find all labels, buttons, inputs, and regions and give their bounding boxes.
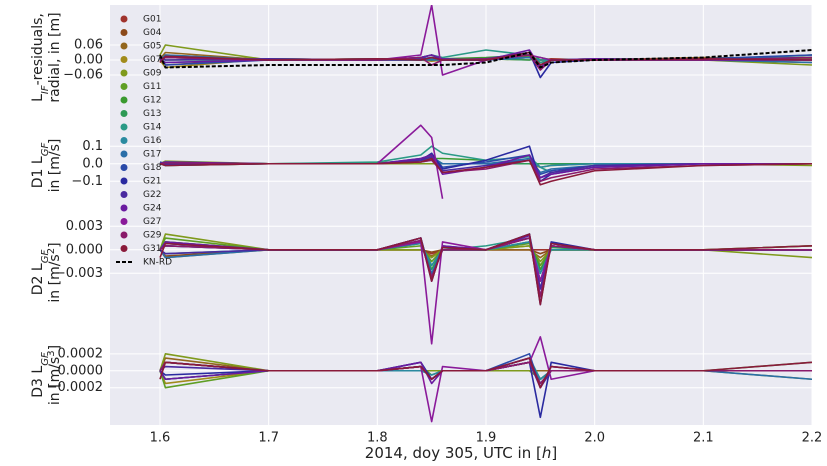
legend-marker xyxy=(120,150,128,158)
y-axis-label: D3 LGF xyxy=(30,352,51,398)
lines xyxy=(159,5,812,423)
labels: 1.6 1.7 1.8 1.9 2.0 2.1 2.2 2014, doy 305, UTC … xyxy=(30,12,822,462)
y-axis-label: LIF-residuals, xyxy=(30,13,51,102)
y-label-part: in [m/s xyxy=(47,254,63,302)
legend-marker xyxy=(120,218,128,225)
y-label-part: IF xyxy=(40,85,51,94)
legend-marker xyxy=(120,164,128,171)
y-tick-label: 0.0002 xyxy=(58,346,104,361)
y-label-part: GF xyxy=(40,352,51,366)
y-label-part: in [m/s xyxy=(47,357,63,405)
legend-label: G12 xyxy=(143,96,161,106)
legend-marker xyxy=(120,96,128,104)
y-label-part: in [m/s] xyxy=(47,139,63,193)
x-tick-label: 2.0 xyxy=(584,431,605,446)
y-axis-label: radial, in [m] xyxy=(47,12,63,102)
y-label-part: 2 xyxy=(46,248,57,254)
x-tick-label: 1.9 xyxy=(476,431,497,446)
legend-label: G21 xyxy=(143,177,161,187)
y-label-part: D3 L xyxy=(30,366,46,398)
y-label-part: L xyxy=(30,94,46,102)
legend-marker xyxy=(120,83,128,90)
y-tick-label: −0.003 xyxy=(55,266,103,281)
legend-marker xyxy=(120,110,128,117)
legend-label: G16 xyxy=(143,136,162,146)
legend-label: G22 xyxy=(143,190,161,200)
legend-label: G04 xyxy=(143,28,162,38)
y-label-part: -residuals, xyxy=(30,13,46,85)
legend-label: G31 xyxy=(143,244,161,254)
legend-label: G13 xyxy=(143,109,161,119)
y-label-part: D2 L xyxy=(30,263,46,295)
x-tick-label: 1.8 xyxy=(367,431,388,446)
y-axis-label: in [m/s2] xyxy=(46,242,64,302)
series-line xyxy=(376,124,444,199)
legend: G01 G04 G05 G07 G09 G11 G12 G13 G14 G16 G17 G18 G21 G… xyxy=(116,15,172,268)
legend-label: G09 xyxy=(143,69,162,79)
legend-label: G27 xyxy=(143,217,161,227)
y-label-part: ] xyxy=(47,345,63,350)
legend-label: G14 xyxy=(143,123,162,133)
y-tick-label: 0.0000 xyxy=(58,363,104,378)
series-line xyxy=(159,233,812,306)
y-tick-label: 0.00 xyxy=(74,53,103,68)
legend-marker xyxy=(120,42,128,50)
x-tick-label: 1.7 xyxy=(258,431,279,446)
y-label-part: GF xyxy=(40,250,51,264)
legend-label: G24 xyxy=(143,204,162,214)
legend-marker xyxy=(120,15,128,23)
y-axis-label: in [m/s3] xyxy=(46,345,64,405)
y-label-part: GF xyxy=(40,143,51,157)
x-label-part: h xyxy=(542,444,552,462)
x-tick-label: 2.2 xyxy=(802,431,823,446)
y-label-part: 3 xyxy=(46,350,57,356)
legend-marker xyxy=(120,137,128,144)
y-label-part: D1 L xyxy=(30,156,46,188)
legend-marker xyxy=(120,56,128,63)
legend-marker xyxy=(120,231,128,239)
y-tick-label: 0.000 xyxy=(66,242,103,257)
x-tick-label: 2.1 xyxy=(693,431,714,446)
y-tick-label: 0.0 xyxy=(82,156,103,171)
y-tick-label: 0.1 xyxy=(82,139,103,154)
legend-marker xyxy=(120,177,128,185)
y-tick-label: 0.06 xyxy=(74,38,103,53)
legend-label: KN-RD xyxy=(143,258,172,268)
y-axis-label: D1 LGF xyxy=(30,143,51,189)
legend-marker xyxy=(120,204,128,212)
series-line xyxy=(159,49,812,69)
legend-label: G18 xyxy=(143,163,162,173)
legend-label: G05 xyxy=(143,42,161,52)
legend-label: G07 xyxy=(143,55,161,65)
y-tick-label: −0.1 xyxy=(71,174,103,189)
legend-marker xyxy=(120,123,128,131)
legend-marker xyxy=(120,191,128,198)
y-axis-label: in [m/s] xyxy=(47,139,63,193)
legend-label: G01 xyxy=(143,15,161,25)
legend-label: G29 xyxy=(143,231,162,241)
y-label-part: ] xyxy=(47,242,63,247)
y-tick-label: −0.0002 xyxy=(47,380,103,395)
y-axis-label: D2 LGF xyxy=(30,250,51,296)
legend-label: G17 xyxy=(143,150,161,160)
legend-label: G11 xyxy=(143,82,161,92)
x-label-part: ] xyxy=(551,444,557,462)
legend-marker xyxy=(120,29,128,36)
x-axis-label: 2014, doy 305, UTC in [h] xyxy=(365,444,557,462)
y-tick-label: −0.06 xyxy=(63,68,103,83)
series-line xyxy=(159,357,812,389)
legend-marker xyxy=(120,245,128,252)
y-label-part: radial, in [m] xyxy=(47,12,63,102)
series-line xyxy=(159,157,812,186)
legend-marker xyxy=(120,69,128,77)
x-label-part: 2014, doy 305, UTC in [ xyxy=(365,444,542,462)
x-tick-label: 1.6 xyxy=(150,431,171,446)
y-tick-label: 0.003 xyxy=(66,219,103,234)
